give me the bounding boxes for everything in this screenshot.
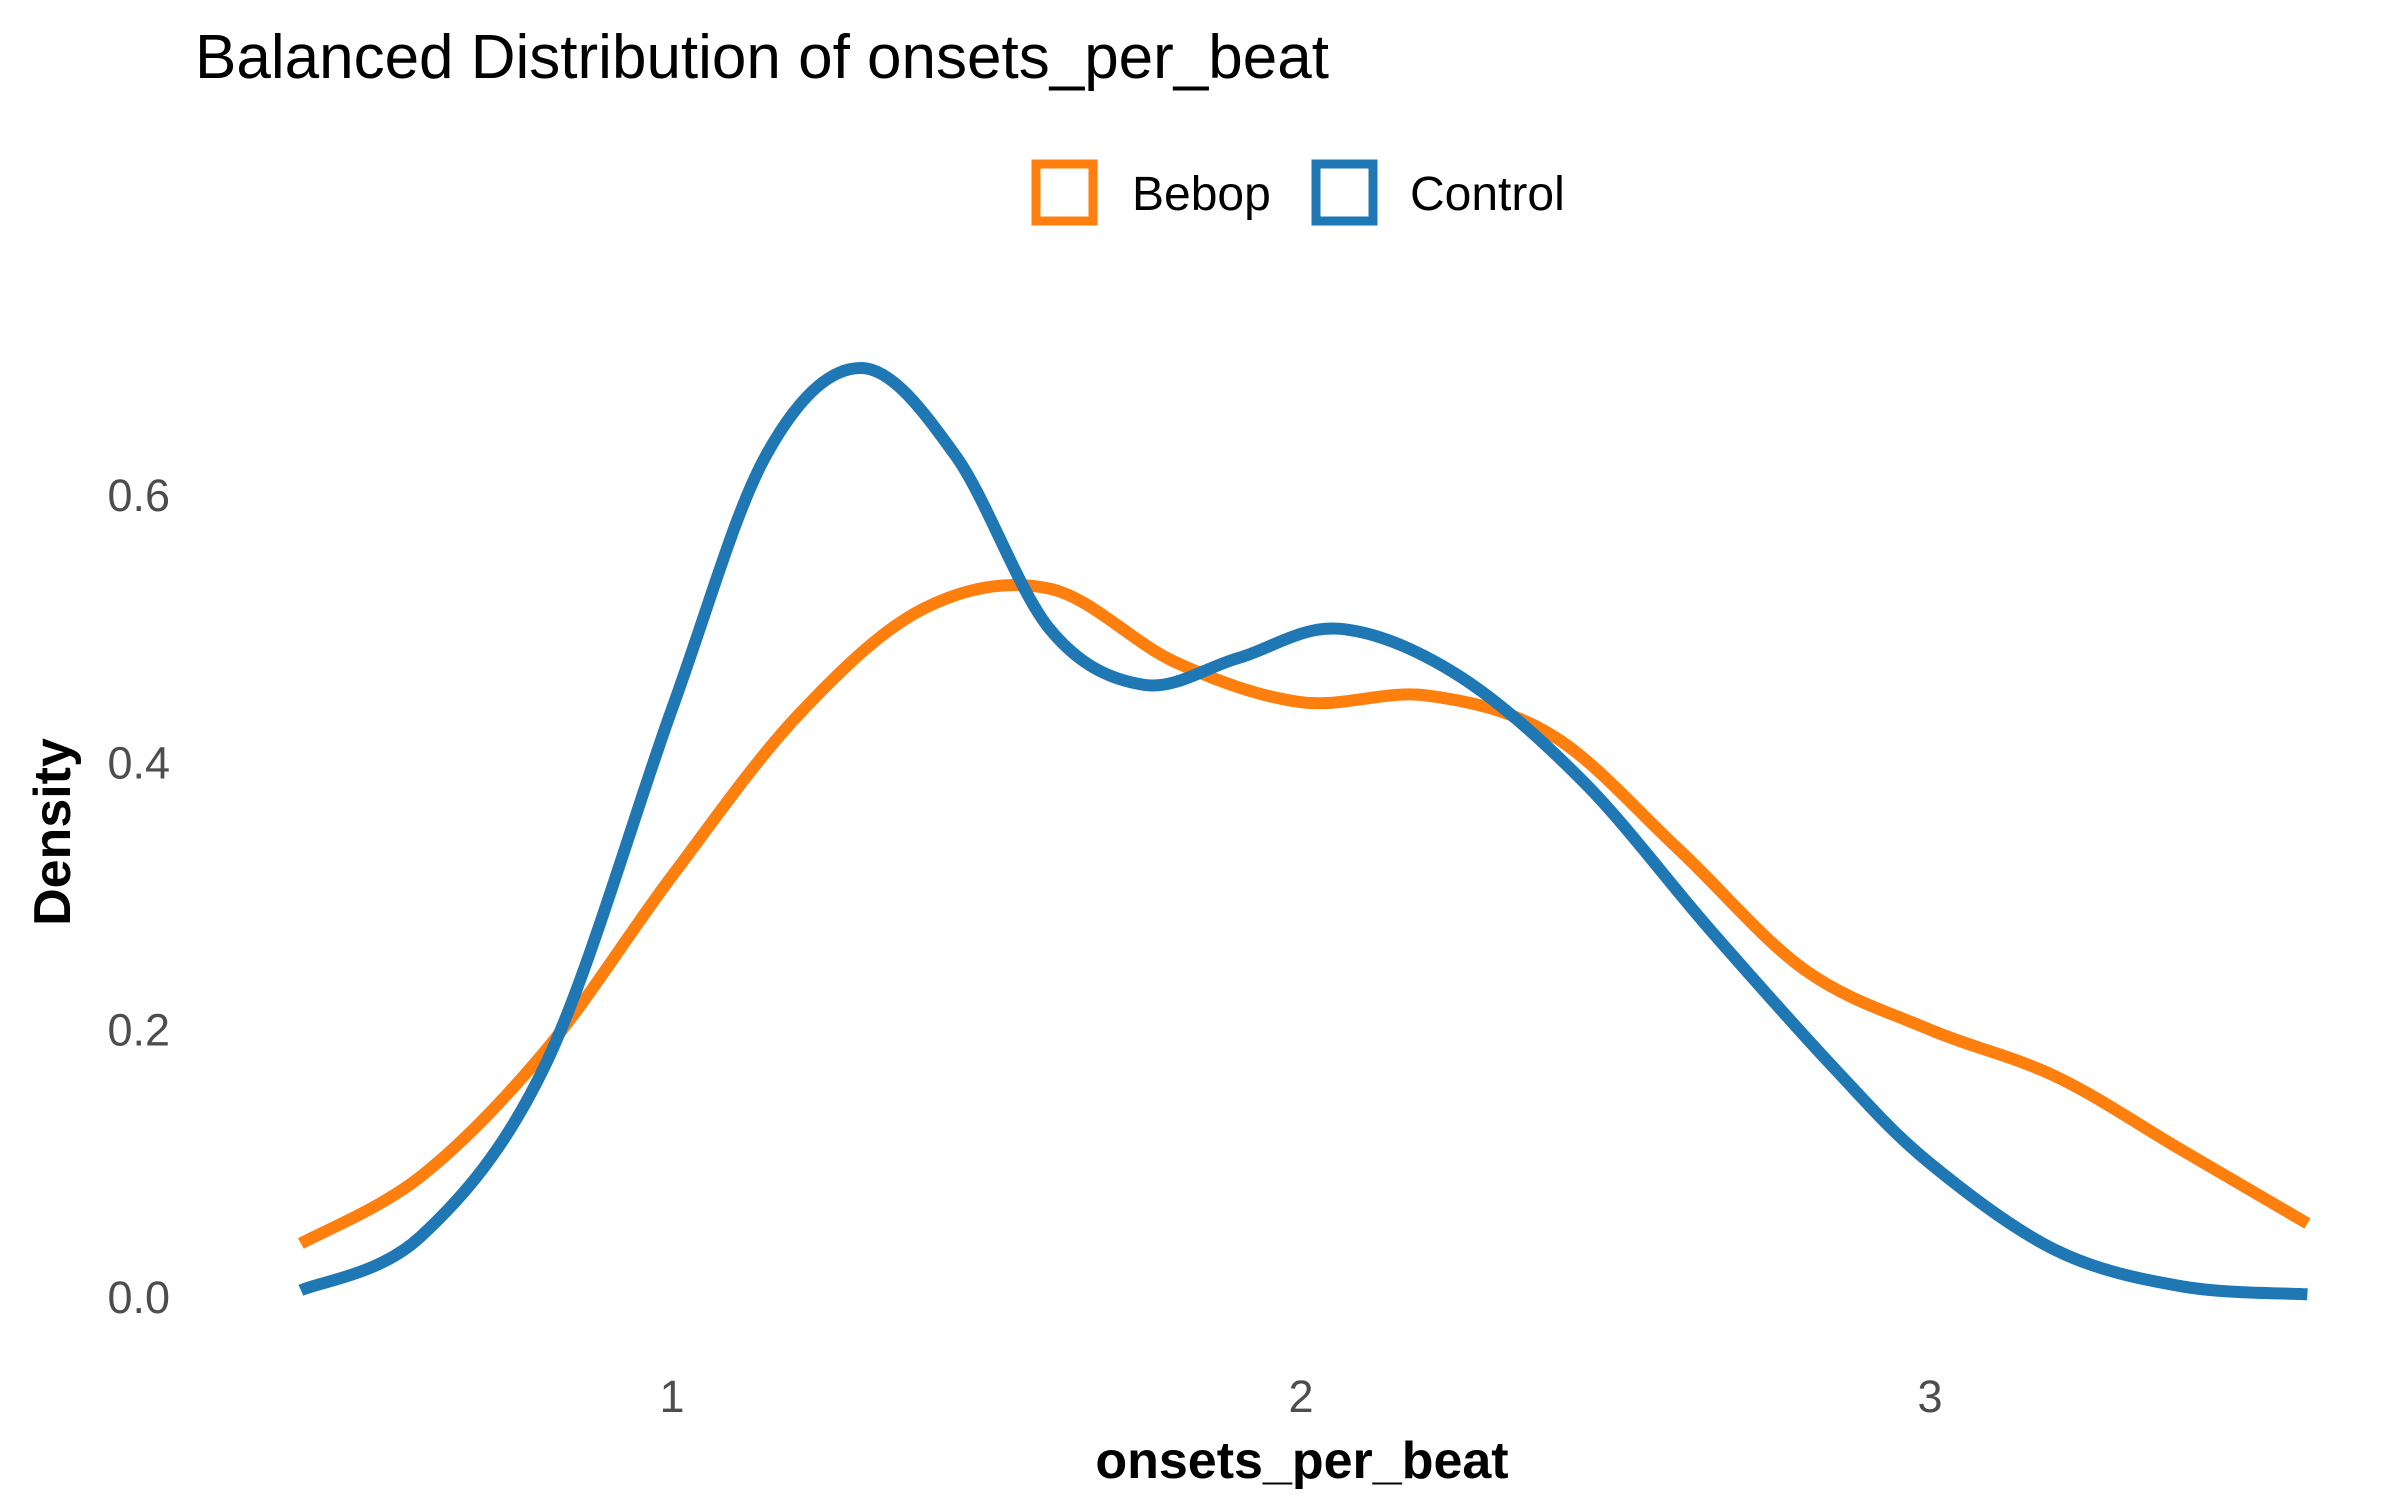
series-lines (297, 362, 2311, 1301)
y-axis-ticks: 0.0 0.2 0.4 0.6 (107, 470, 170, 1323)
y-tick-label: 0.4 (107, 737, 170, 788)
x-tick-label: 2 (1288, 1371, 1313, 1422)
x-axis-ticks: 1 2 3 (659, 1371, 1942, 1422)
x-tick-label: 1 (659, 1371, 684, 1422)
series-line-bebop (297, 579, 2311, 1249)
legend-label-bebop: Bebop (1132, 168, 1271, 221)
x-tick-label: 3 (1917, 1371, 1942, 1422)
legend-swatch-control (1311, 159, 1378, 226)
legend-label-control: Control (1410, 168, 1565, 221)
x-axis-label: onsets_per_beat (1095, 1432, 1508, 1490)
legend: Bebop Control (1031, 159, 1565, 226)
chart-title: Balanced Distribution of onsets_per_beat (195, 23, 1329, 92)
y-tick-label: 0.6 (107, 470, 170, 521)
y-tick-label: 0.2 (107, 1005, 170, 1056)
y-axis-label: Density (24, 738, 82, 926)
y-tick-label: 0.0 (107, 1272, 170, 1323)
series-line-control (298, 362, 2308, 1301)
legend-swatch-bebop (1031, 159, 1098, 226)
